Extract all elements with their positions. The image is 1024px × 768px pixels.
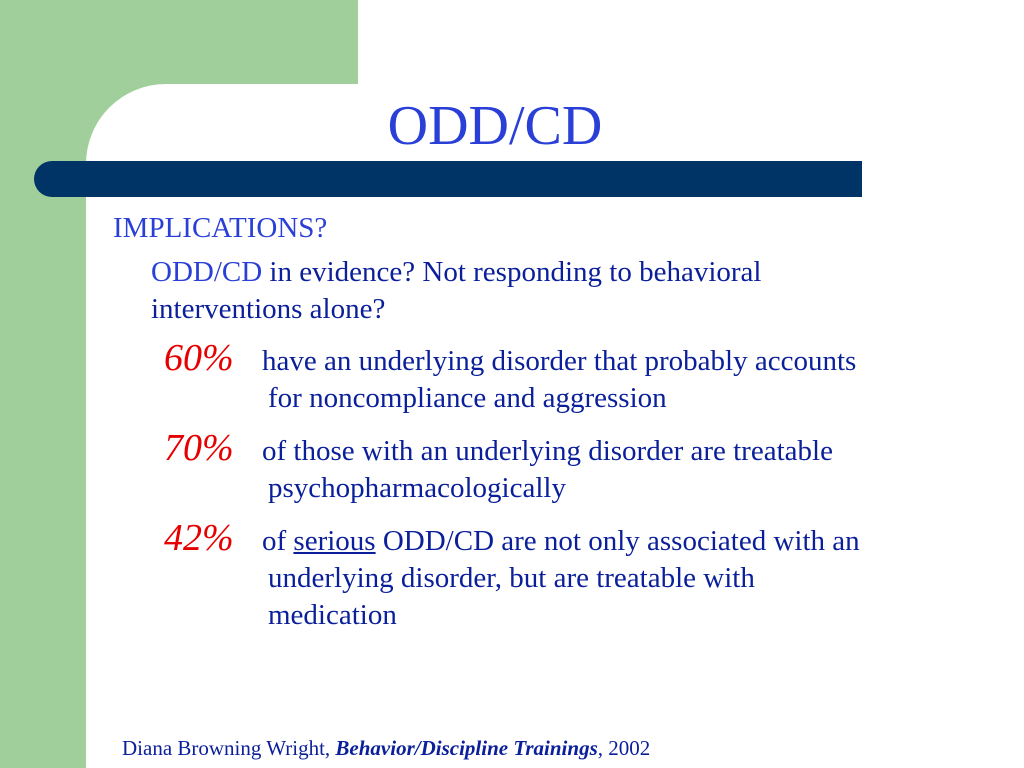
citation-author: Diana Browning Wright, — [122, 736, 336, 760]
citation-footer: Diana Browning Wright, Behavior/Discipli… — [122, 734, 650, 762]
stat-item-42: 42% of serious ODD/CD are not only associ… — [164, 517, 984, 634]
section-heading: IMPLICATIONS? — [113, 212, 328, 244]
citation-year: , 2002 — [597, 736, 651, 760]
question-rest: in evidence? Not responding to behaviora… — [262, 256, 762, 288]
stat-percent: 70% — [164, 427, 234, 469]
stat-line-2: psychopharmacologically — [268, 472, 566, 504]
title-divider-bar — [34, 161, 862, 197]
citation-work: Behavior/Discipline Trainings — [335, 736, 598, 760]
content-card — [86, 84, 1024, 768]
slide-title: ODD/CD — [387, 95, 603, 157]
stat-line-1-pre: of — [262, 525, 294, 557]
stat-line-1: of those with an underlying disorder are… — [262, 435, 833, 467]
stat-item-70: 70% of those with an underlying disorder … — [164, 427, 984, 507]
question-line-2: interventions alone? — [151, 293, 386, 325]
question-text: ODD/CD in evidence? Not responding to be… — [151, 254, 911, 328]
stat-line-3: medication — [268, 599, 397, 631]
stat-line-1: have an underlying disorder that probabl… — [262, 345, 857, 377]
question-lead: ODD/CD — [151, 256, 263, 288]
serious-underlined: serious — [293, 525, 376, 557]
stat-line-2: underlying disorder, but are treatable w… — [268, 562, 755, 594]
stat-item-60: 60% have an underlying disorder that prob… — [164, 337, 984, 417]
stat-line-2: for noncompliance and aggression — [268, 382, 667, 414]
stat-percent: 60% — [164, 337, 234, 379]
stat-percent: 42% — [164, 517, 234, 559]
stat-line-1-post: ODD/CD are not only associated with an — [375, 525, 860, 557]
